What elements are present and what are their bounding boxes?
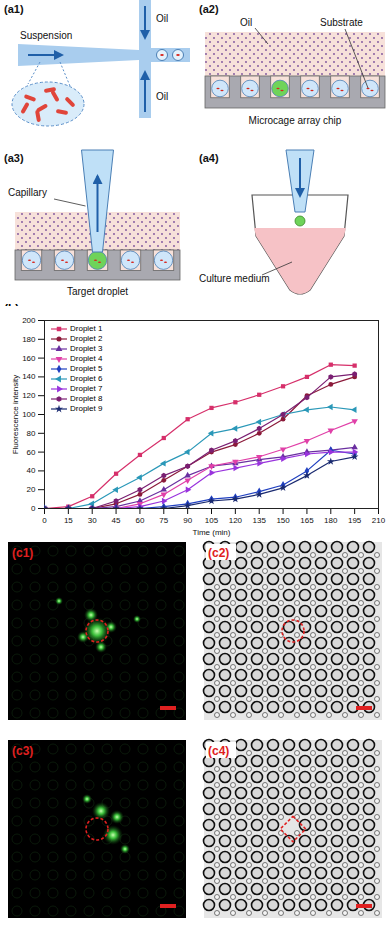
svg-text:80: 80 [27,429,36,438]
svg-text:60: 60 [135,516,144,525]
html-text:(b): (b) [4,302,20,316]
svg-text:90: 90 [183,516,192,525]
html-text:Droplet 1: Droplet 1 [70,324,103,333]
html-text:Droplet 6: Droplet 6 [70,374,103,383]
svg-text:60: 60 [27,448,36,457]
svg-text:0: 0 [31,504,36,513]
svg-text:Target droplet: Target droplet [67,286,128,297]
svg-text:30: 30 [88,516,97,525]
svg-text:(a2): (a2) [199,3,219,15]
svg-text:75: 75 [159,516,168,525]
html-text:Droplet 2: Droplet 2 [70,334,103,343]
svg-text:40: 40 [27,466,36,475]
svg-text:Suspension: Suspension [20,30,72,41]
svg-text:210: 210 [372,516,386,525]
svg-text:Fluorescence intensity: Fluorescence intensity [11,375,20,455]
html-text:Droplet 9: Droplet 9 [70,404,103,413]
html-text:Droplet 5: Droplet 5 [70,364,103,373]
svg-text:15: 15 [64,516,73,525]
svg-text:100: 100 [22,410,36,419]
svg-text:140: 140 [22,372,36,381]
svg-text:(a3): (a3) [4,152,24,164]
svg-text:(a1): (a1) [4,3,24,15]
svg-text:200: 200 [22,316,36,325]
svg-text:(a4): (a4) [199,152,219,164]
svg-text:(c2): (c2) [208,546,229,560]
svg-text:Oil: Oil [156,13,168,24]
html-text:Droplet 4: Droplet 4 [70,354,103,363]
svg-text:135: 135 [253,516,267,525]
html-text:Droplet 3: Droplet 3 [70,344,103,353]
svg-text:0: 0 [42,516,47,525]
svg-text:150: 150 [276,516,290,525]
svg-text:Microcage array chip: Microcage array chip [249,115,342,126]
svg-text:Oil: Oil [240,17,252,28]
svg-text:120: 120 [229,516,243,525]
svg-text:(c3): (c3) [12,744,33,758]
html-text:Droplet 8: Droplet 8 [70,394,103,403]
svg-text:Time (min): Time (min) [193,528,231,537]
svg-text:Culture medium: Culture medium [199,273,270,284]
svg-text:160: 160 [22,354,36,363]
svg-text:105: 105 [205,516,219,525]
svg-text:165: 165 [300,516,314,525]
html-text:Droplet 7: Droplet 7 [70,384,103,393]
svg-text:20: 20 [27,485,36,494]
svg-text:(c4): (c4) [208,744,229,758]
svg-text:180: 180 [22,335,36,344]
svg-text:Oil: Oil [156,91,168,102]
svg-text:Capillary: Capillary [8,187,47,198]
svg-text:Substrate: Substrate [320,17,363,28]
svg-text:120: 120 [22,391,36,400]
svg-text:45: 45 [112,516,121,525]
svg-text:(c1): (c1) [12,546,33,560]
svg-text:195: 195 [348,516,362,525]
svg-text:180: 180 [324,516,338,525]
